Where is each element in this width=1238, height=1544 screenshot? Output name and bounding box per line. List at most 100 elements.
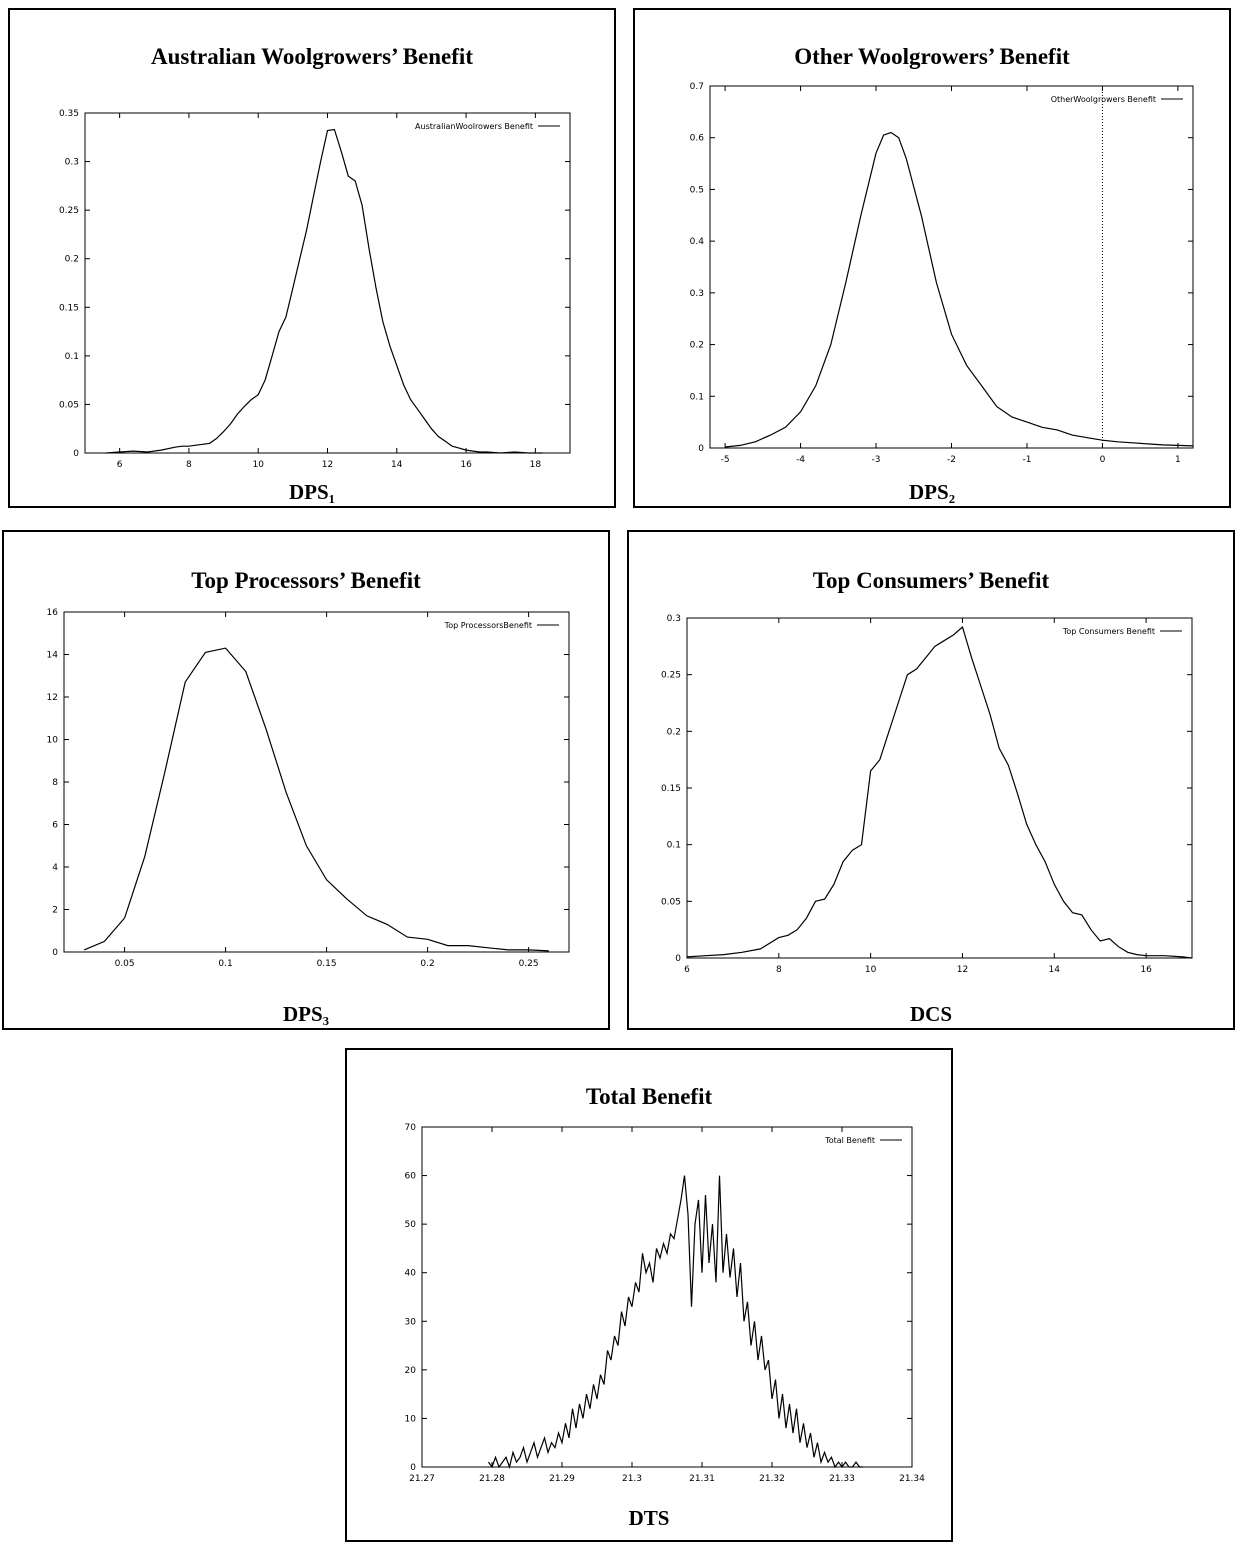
x-tick-label: -1	[1022, 455, 1031, 465]
y-tick-label: 0.25	[59, 206, 79, 216]
x-axis-label: DPS₃	[283, 1002, 329, 1026]
y-tick-label: 0	[73, 449, 79, 459]
x-tick-label: 18	[530, 460, 542, 470]
x-tick-label: 21.32	[759, 1474, 785, 1484]
plot-frame	[709, 85, 1194, 449]
y-tick-label: 0.3	[65, 158, 79, 168]
x-tick-label: 0.05	[115, 959, 135, 969]
x-axis-label: DPS₁	[289, 480, 335, 504]
legend-label: Total Benefit	[824, 1136, 875, 1145]
y-tick-label: 0.05	[661, 897, 681, 907]
x-tick-label: 10	[865, 965, 877, 975]
x-tick-label: 10	[252, 460, 264, 470]
panel-total-benefit: Total Benefit 21.27 21.28 21.29 21.3 21.31 21…	[345, 1048, 953, 1542]
y-tick-label: 4	[52, 863, 58, 873]
y-tick-label: 0.2	[667, 727, 681, 737]
series-line	[488, 1175, 863, 1470]
y-tick-label: 0.7	[690, 82, 704, 92]
plot-frame	[686, 617, 1193, 959]
y-tick-label: 0	[698, 444, 704, 454]
x-tick-label: 16	[1140, 965, 1152, 975]
y-tick-label: 10	[47, 736, 59, 746]
x-tick-label: 0.15	[317, 959, 337, 969]
x-tick-label: -2	[947, 455, 956, 465]
y-tick-label: 10	[405, 1414, 417, 1424]
plot-frame	[63, 611, 570, 953]
y-tick-label: 0.6	[690, 134, 705, 144]
chart-plot: 0.05 0.1 0.15 0.2 0.25 0 2 4 6 8 10 12 14 16 Top Proce…	[47, 608, 570, 969]
x-tick-label: 12	[957, 965, 968, 975]
panel-other-woolgrowers: Other Woolgrowers’ Benefit -5 -4 -3 -2 -1 0 1 0…	[633, 8, 1231, 508]
x-tick-label: 21.28	[479, 1474, 505, 1484]
legend-label: Top Consumers Benefit	[1062, 627, 1155, 636]
y-tick-label: 0.3	[667, 614, 681, 624]
x-tick-label: 0	[1100, 455, 1106, 465]
legend-label: Top ProcessorsBenefit	[444, 621, 532, 630]
chart-plot: 21.27 21.28 21.29 21.3 21.31 21.32 21.33 21.34 0…	[405, 1123, 926, 1484]
chart-title: Total Benefit	[585, 1084, 713, 1109]
x-tick-label: 14	[1049, 965, 1061, 975]
series-line	[725, 131, 1194, 448]
chart-title: Top Consumers’ Benefit	[812, 568, 1050, 593]
series-line	[83, 647, 549, 952]
series-line	[105, 128, 543, 454]
x-tick-label: 0.25	[519, 959, 539, 969]
y-tick-label: 60	[405, 1172, 417, 1182]
x-tick-label: -4	[796, 455, 805, 465]
y-tick-label: 0.3	[690, 289, 704, 299]
y-tick-label: 12	[47, 693, 58, 703]
y-tick-label: 0.1	[690, 392, 704, 402]
plot-frame	[84, 112, 571, 454]
y-tick-label: 0.05	[59, 400, 79, 410]
x-tick-label: 0.2	[420, 959, 434, 969]
y-tick-label: 14	[47, 651, 59, 661]
x-tick-label: -5	[721, 455, 730, 465]
y-tick-label: 6	[52, 821, 58, 831]
chart-plot: -5 -4 -3 -2 -1 0 1 0 0.1 0.2 0.3 0.4 0.5 0.6 0.7 OtherW…	[690, 82, 1194, 465]
y-tick-label: 0.15	[59, 303, 79, 313]
x-axis-label: DTS	[628, 1506, 670, 1530]
y-tick-label: 0.35	[59, 109, 79, 119]
x-tick-label: 21.33	[829, 1474, 855, 1484]
x-axis-label: DPS₂	[909, 480, 955, 504]
panel-top-consumers: Top Consumers’ Benefit 6 8 10 12 14 16 0 0.05 0.…	[627, 530, 1235, 1030]
chart-title: Australian Woolgrowers’ Benefit	[151, 44, 473, 69]
x-tick-label: 21.3	[622, 1474, 642, 1484]
y-tick-label: 0.2	[65, 255, 79, 265]
chart-plot: 6 8 10 12 14 16 0 0.05 0.1 0.15 0.2 0.25 0.3 Top Cons…	[661, 614, 1193, 975]
x-tick-label: 12	[322, 460, 333, 470]
x-tick-label: 16	[460, 460, 472, 470]
panel-australian-woolgrowers: Australian Woolgrowers’ Benefit 6 8 10 12 14…	[8, 8, 616, 508]
y-tick-label: 0.15	[661, 784, 681, 794]
x-tick-label: 8	[776, 965, 782, 975]
x-axis-label: DCS	[909, 1002, 952, 1026]
y-tick-label: 0.1	[667, 841, 681, 851]
y-tick-label: 30	[405, 1317, 417, 1327]
x-tick-label: 6	[684, 965, 690, 975]
legend-label: AustralianWoolrowers Benefit	[415, 122, 533, 131]
plot-frame	[421, 1126, 913, 1468]
y-tick-label: 0	[410, 1463, 416, 1473]
y-tick-label: 20	[405, 1366, 417, 1376]
y-tick-label: 0	[52, 948, 58, 958]
x-tick-label: 21.27	[409, 1474, 435, 1484]
y-tick-label: 2	[52, 906, 58, 916]
y-tick-label: 0.25	[661, 671, 681, 681]
x-tick-label: 21.29	[549, 1474, 575, 1484]
y-tick-label: 0	[675, 954, 681, 964]
legend-label: OtherWoolgrowers Benefit	[1051, 95, 1156, 104]
y-tick-label: 0.1	[65, 352, 79, 362]
y-tick-label: 0.2	[690, 341, 704, 351]
x-tick-label: 8	[186, 460, 192, 470]
chart-plot: 6 8 10 12 14 16 18 0 0.05 0.1 0.15 0.2 0.25 0.3 0.35 Au…	[59, 109, 571, 470]
x-tick-label: -3	[872, 455, 881, 465]
y-tick-label: 70	[405, 1123, 417, 1133]
x-tick-label: 14	[391, 460, 403, 470]
panel-top-processors: Top Processors’ Benefit 0.05 0.1 0.15 0.2 0.…	[2, 530, 610, 1030]
y-tick-label: 50	[405, 1220, 417, 1230]
y-tick-label: 0.5	[690, 185, 704, 195]
y-tick-label: 8	[52, 778, 58, 788]
y-tick-label: 40	[405, 1269, 417, 1279]
x-tick-label: 21.34	[899, 1474, 925, 1484]
x-tick-label: 6	[117, 460, 123, 470]
